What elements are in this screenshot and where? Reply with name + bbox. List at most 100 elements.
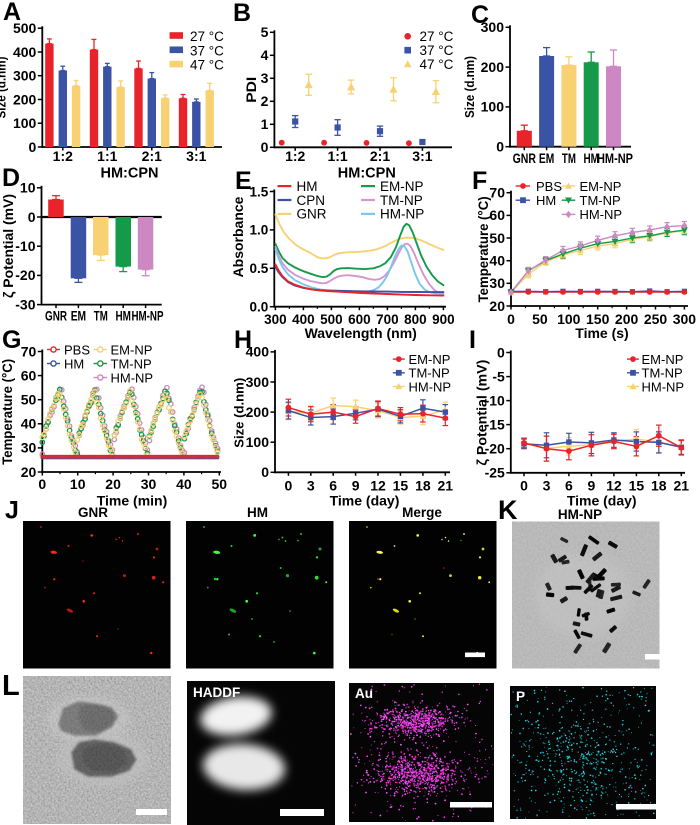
svg-text:HM: HM: [583, 150, 599, 166]
svg-text:20: 20: [21, 464, 37, 480]
svg-text:100: 100: [481, 99, 505, 115]
svg-text:P: P: [516, 689, 525, 704]
svg-text:Wavelength (nm): Wavelength (nm): [305, 325, 417, 341]
svg-text:PBS: PBS: [536, 179, 562, 194]
svg-text:GNR: GNR: [297, 207, 327, 222]
svg-text:47 °C: 47 °C: [420, 57, 454, 72]
svg-text:HM: HM: [115, 308, 131, 324]
svg-text:0: 0: [497, 344, 505, 360]
svg-text:50: 50: [212, 476, 228, 492]
svg-text:TM-NP: TM-NP: [642, 366, 683, 381]
svg-text:400: 400: [292, 312, 315, 327]
svg-text:10: 10: [70, 476, 86, 492]
svg-text:300: 300: [673, 311, 697, 327]
svg-text:Time (day): Time (day): [330, 493, 400, 509]
svg-text:9: 9: [588, 478, 596, 494]
svg-text:12: 12: [606, 478, 622, 494]
svg-text:0: 0: [285, 478, 293, 494]
svg-text:Absorbance: Absorbance: [230, 196, 246, 277]
svg-text:1.5: 1.5: [250, 184, 269, 199]
svg-text:Time (min): Time (min): [97, 493, 168, 509]
svg-text:50: 50: [21, 392, 37, 408]
svg-text:0: 0: [38, 476, 46, 492]
svg-text:300: 300: [481, 19, 505, 35]
svg-text:EM-NP: EM-NP: [111, 342, 153, 357]
svg-text:500: 500: [320, 312, 343, 327]
svg-text:J: J: [5, 497, 19, 525]
svg-text:ζ Potential (mV): ζ Potential (mV): [475, 360, 490, 466]
svg-text:1:1: 1:1: [327, 148, 347, 164]
svg-text:40: 40: [489, 253, 505, 269]
svg-text:50: 50: [532, 311, 548, 327]
svg-text:HM-NP: HM-NP: [132, 308, 164, 324]
svg-text:L: L: [2, 670, 20, 702]
svg-text:GNR: GNR: [78, 505, 108, 520]
svg-text:HM-NP: HM-NP: [597, 150, 633, 166]
svg-text:2: 2: [261, 93, 269, 109]
svg-text:400: 400: [13, 44, 37, 60]
svg-text:HM:CPN: HM:CPN: [101, 166, 159, 182]
svg-text:500: 500: [13, 20, 37, 36]
svg-text:600: 600: [348, 312, 371, 327]
svg-text:A: A: [3, 0, 21, 26]
svg-text:HM:CPN: HM:CPN: [338, 166, 396, 182]
svg-text:0: 0: [28, 209, 36, 225]
svg-text:E: E: [235, 167, 252, 195]
svg-text:-10: -10: [485, 392, 505, 408]
svg-text:Temperature (°C): Temperature (°C): [476, 196, 491, 302]
svg-text:300: 300: [13, 68, 37, 84]
svg-text:GNR: GNR: [45, 308, 67, 324]
svg-text:0.0: 0.0: [250, 300, 269, 315]
svg-text:21: 21: [438, 478, 454, 494]
svg-text:HM-NP: HM-NP: [380, 207, 424, 222]
svg-text:EM-NP: EM-NP: [642, 352, 684, 367]
svg-text:EM-NP: EM-NP: [380, 179, 424, 194]
svg-text:30: 30: [141, 476, 157, 492]
svg-text:3:1: 3:1: [412, 148, 432, 164]
svg-text:F: F: [472, 167, 487, 195]
svg-text:Time (day): Time (day): [567, 493, 637, 509]
svg-text:EM-NP: EM-NP: [580, 179, 622, 194]
svg-text:200: 200: [13, 91, 37, 107]
svg-text:0: 0: [496, 139, 504, 155]
svg-text:100: 100: [246, 434, 270, 450]
svg-text:Size (d.nm): Size (d.nm): [232, 378, 247, 448]
svg-text:3:1: 3:1: [186, 148, 206, 164]
svg-text:100: 100: [13, 115, 37, 131]
svg-text:HM-NP: HM-NP: [409, 379, 452, 394]
svg-text:EM: EM: [71, 308, 86, 324]
svg-text:TM-NP: TM-NP: [409, 366, 450, 381]
svg-text:Temperature (°C): Temperature (°C): [0, 359, 15, 465]
svg-text:70: 70: [489, 185, 505, 201]
svg-text:200: 200: [246, 404, 270, 420]
svg-text:HM: HM: [247, 505, 268, 520]
svg-text:HM: HM: [536, 193, 556, 208]
svg-text:40: 40: [21, 416, 37, 432]
svg-text:15: 15: [629, 478, 645, 494]
svg-text:TM: TM: [94, 308, 108, 324]
svg-text:9: 9: [352, 478, 360, 494]
svg-text:2:1: 2:1: [142, 148, 162, 164]
svg-text:200: 200: [481, 59, 505, 75]
svg-text:3: 3: [307, 478, 315, 494]
svg-text:37 °C: 37 °C: [190, 43, 224, 58]
svg-text:G: G: [2, 326, 21, 354]
svg-text:0: 0: [261, 139, 269, 155]
svg-text:300: 300: [246, 374, 270, 390]
svg-text:HM-NP: HM-NP: [111, 370, 154, 385]
svg-text:PDI: PDI: [244, 77, 259, 103]
svg-text:100: 100: [557, 311, 581, 327]
svg-text:-15: -15: [485, 416, 505, 432]
svg-text:900: 900: [432, 312, 455, 327]
svg-text:200: 200: [615, 311, 639, 327]
svg-text:21: 21: [674, 478, 690, 494]
svg-text:0: 0: [261, 464, 269, 480]
svg-text:Time (s): Time (s): [575, 325, 628, 341]
svg-text:C: C: [471, 1, 489, 29]
svg-text:HADDF: HADDF: [193, 685, 240, 700]
svg-text:PBS: PBS: [64, 342, 90, 357]
svg-text:1: 1: [261, 116, 269, 132]
svg-text:Merge: Merge: [402, 505, 442, 520]
svg-text:TM-NP: TM-NP: [111, 356, 152, 371]
svg-text:HM-NP: HM-NP: [642, 379, 685, 394]
